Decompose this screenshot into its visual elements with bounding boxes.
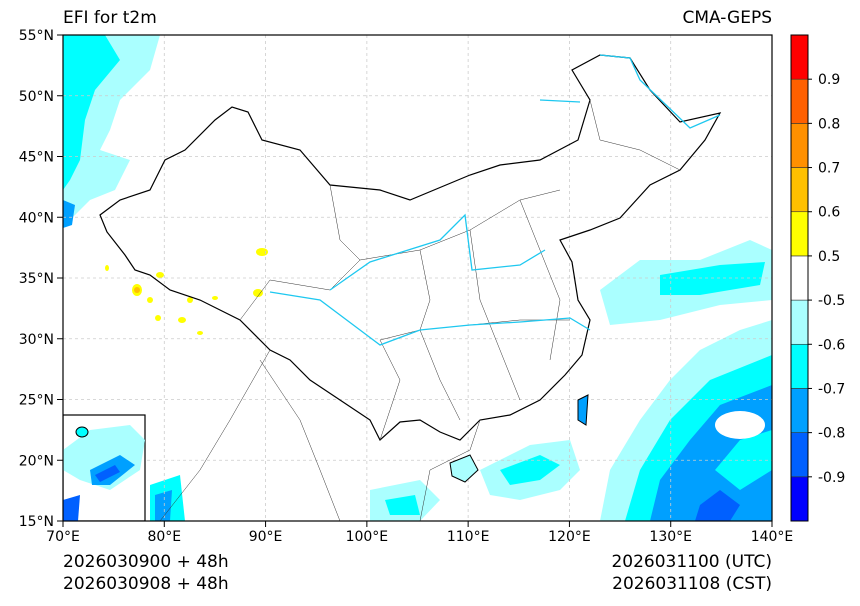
model-name: CMA-GEPS — [682, 8, 772, 28]
colorbar-segment — [790, 167, 809, 213]
lat-tick-label: 20°N — [19, 453, 54, 469]
colorbar-label: -0.7 — [818, 381, 845, 397]
colorbar-segment — [790, 388, 809, 433]
lon-tick-label: 140°E — [751, 529, 794, 545]
lat-tick-label: 15°N — [19, 514, 54, 530]
colorbar-segment — [790, 255, 809, 301]
colorbar-label: -0.8 — [818, 426, 845, 442]
lon-tick-label: 80°E — [147, 529, 181, 545]
map-field — [63, 35, 772, 521]
colorbar-frame — [790, 34, 809, 522]
colorbar-segment — [790, 78, 809, 124]
colorbar-label: 0.7 — [818, 161, 840, 177]
valid-time-label: 2026031100 (UTC) 2026031108 (CST) — [611, 551, 772, 595]
lat-tick-label: 55°N — [19, 28, 54, 44]
init-time-label: 2026030900 + 48h 2026030908 + 48h — [63, 551, 229, 595]
colorbar-segment — [790, 123, 809, 168]
colorbar-segment — [790, 211, 809, 257]
rivers — [269, 54, 721, 346]
lon-tick-label: 70°E — [46, 529, 80, 545]
valid-time-cst: 2026031108 (CST) — [612, 574, 772, 594]
colorbar-label: 0.9 — [818, 72, 840, 88]
colorbar-label: -0.6 — [818, 337, 845, 353]
china-border — [99, 54, 722, 441]
lon-tick-label: 130°E — [649, 529, 692, 545]
efi-warm-spots — [105, 248, 268, 335]
colorbar-segment — [790, 34, 809, 80]
lon-tick-label: 110°E — [447, 529, 490, 545]
axis-ticks: 70°E 80°E 90°E 100°E 110°E 120°E 130°E 140°E 15°… — [19, 28, 794, 545]
init-time-cst: 2026030908 + 48h — [63, 574, 229, 594]
map-title: EFI for t2m — [63, 8, 157, 28]
gridlines — [63, 35, 772, 521]
colorbar-segment — [790, 432, 809, 478]
colorbar-label: 0.5 — [818, 249, 840, 265]
colorbar-label: 0.8 — [818, 116, 840, 132]
colorbar-label: -0.5 — [818, 293, 845, 309]
valid-time-utc: 2026031100 (UTC) — [611, 552, 772, 572]
lon-tick-label: 90°E — [249, 529, 283, 545]
colorbar-segment — [790, 299, 809, 345]
colorbar: -0.9 -0.8 -0.7 -0.6 -0.5 0.5 0.6 0.7 0.8 0.9 — [790, 34, 845, 522]
lat-tick-label: 30°N — [19, 332, 54, 348]
lat-tick-label: 50°N — [19, 89, 54, 105]
lon-tick-label: 120°E — [548, 529, 591, 545]
lon-tick-label: 100°E — [346, 529, 389, 545]
province-borders — [159, 99, 681, 521]
lat-tick-label: 25°N — [19, 393, 54, 409]
colorbar-label: -0.9 — [818, 470, 845, 486]
lat-tick-label: 45°N — [19, 150, 54, 166]
colorbar-segment — [790, 343, 809, 389]
init-time-utc: 2026030900 + 48h — [63, 552, 229, 572]
colorbar-segment — [790, 476, 809, 522]
colorbar-label: 0.6 — [818, 205, 840, 221]
south-china-sea-inset — [63, 414, 146, 521]
lat-tick-label: 40°N — [19, 210, 54, 226]
lat-tick-label: 35°N — [19, 271, 54, 287]
